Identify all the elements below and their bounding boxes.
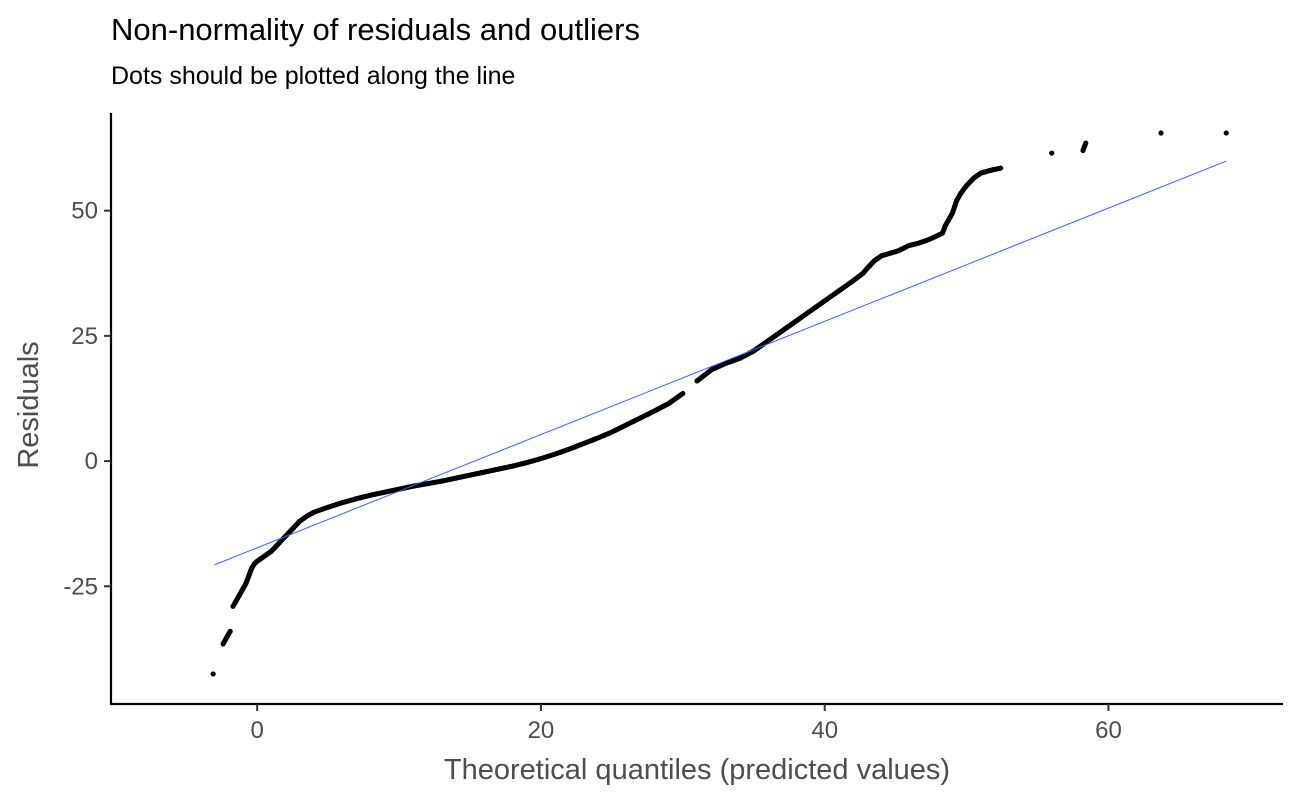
chart-title: Non-normality of residuals and outliers	[111, 12, 640, 47]
y-tick-label: 0	[85, 448, 98, 475]
chart-subtitle: Dots should be plotted along the line	[111, 62, 516, 90]
x-tick-label: 40	[811, 717, 838, 744]
data-point	[1049, 150, 1055, 156]
y-axis-title: Residuals	[13, 341, 45, 468]
reference-line	[214, 160, 1227, 566]
x-tick-label: 60	[1095, 717, 1122, 744]
x-tick-label: 0	[250, 717, 263, 744]
ticks-layer: 0 20 40 60 -25 0 25 50	[63, 198, 1122, 744]
data-point	[1223, 130, 1229, 136]
y-tick-label: 50	[71, 198, 98, 225]
data-point	[1158, 130, 1164, 136]
data-point	[1083, 140, 1089, 146]
points-layer	[210, 130, 1229, 677]
data-point	[227, 628, 233, 634]
data-point	[680, 390, 686, 397]
y-tick-label: 25	[71, 323, 98, 350]
reference-line-layer	[214, 160, 1227, 566]
x-axis-title: Theoretical quantiles (predicted values)	[444, 754, 950, 786]
data-point	[998, 165, 1004, 171]
x-tick-label: 20	[528, 717, 555, 744]
data-point	[210, 671, 216, 677]
y-tick-label: -25	[63, 573, 98, 600]
